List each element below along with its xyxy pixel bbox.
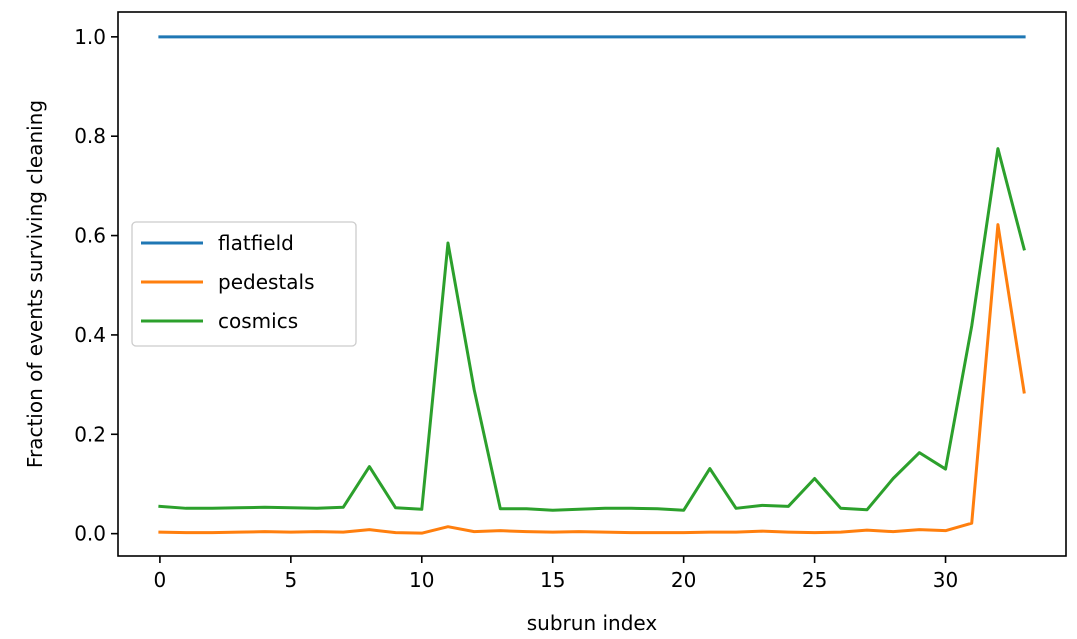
- series-line-pedestals: [158, 223, 1026, 535]
- y-axis-label: Fraction of events surviving cleaning: [23, 100, 47, 468]
- legend-label-pedestals: pedestals: [218, 270, 315, 294]
- y-tick-label: 1.0: [74, 25, 106, 49]
- y-tick-label: 0.8: [74, 124, 106, 148]
- legend-frame: [131, 221, 357, 347]
- x-tick-label: 20: [671, 568, 696, 592]
- x-tick-label: 5: [284, 568, 297, 592]
- x-tick-label: 15: [540, 568, 565, 592]
- series-layer: [158, 35, 1026, 535]
- y-tick-label: 0.6: [74, 224, 106, 248]
- x-tick-label: 0: [154, 568, 167, 592]
- plot-frame: [117, 11, 1067, 557]
- legend: flatfield pedestals cosmics: [131, 221, 357, 347]
- series-line-cosmics: [158, 147, 1026, 512]
- x-tick-label: 30: [933, 568, 958, 592]
- y-tick-label: 0.4: [74, 323, 106, 347]
- x-tick-label: 10: [409, 568, 434, 592]
- ticks-layer: 0 5 10 15 20 25 30 0.0 0.2 0.4 0.6 0.8 1.0: [74, 25, 958, 592]
- y-tick-label: 0.0: [74, 522, 106, 546]
- x-tick-label: 25: [802, 568, 827, 592]
- x-axis-label: subrun index: [527, 611, 658, 635]
- legend-label-cosmics: cosmics: [218, 309, 298, 333]
- legend-label-flatfield: flatfield: [218, 231, 294, 255]
- y-tick-label: 0.2: [74, 422, 106, 446]
